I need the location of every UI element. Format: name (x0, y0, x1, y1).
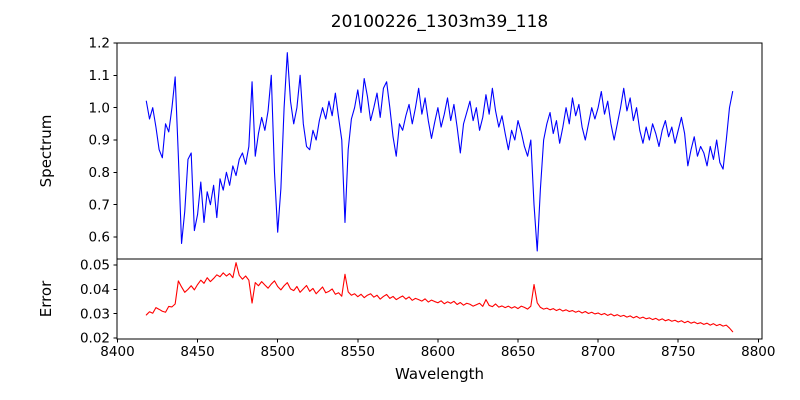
chart-title: 20100226_1303m39_118 (330, 12, 549, 32)
y-tick-label: 0.03 (80, 306, 110, 322)
error-line (145, 262, 734, 333)
error-frame (116, 258, 763, 340)
y-tick-label: 0.8 (89, 165, 110, 181)
y-tick-label: 0.6 (89, 230, 110, 246)
y-tick-label: 1.2 (89, 36, 110, 52)
y-tick-label: 1.1 (89, 68, 110, 84)
y-tick-label: 0.05 (80, 258, 110, 274)
x-tick-label: 8550 (341, 344, 375, 360)
y-tick-label: 0.04 (80, 282, 110, 298)
wavelength-axis-label: Wavelength (395, 365, 484, 383)
spectrum-frame (116, 42, 763, 260)
spectrum-axes: 0.6 0.7 0.8 0.9 1.0 1.1 1.2 (89, 36, 763, 260)
x-tick-label: 8700 (581, 344, 615, 360)
x-tick-label: 8750 (661, 344, 695, 360)
y-tick-label: 1.0 (89, 100, 110, 116)
x-tick-label: 8650 (501, 344, 535, 360)
y-tick-label: 0.9 (89, 133, 110, 149)
x-tick-label: 8600 (421, 344, 455, 360)
error-axis-label: Error (37, 280, 55, 318)
x-tick-label: 8800 (741, 344, 775, 360)
x-tick-label: 8500 (261, 344, 295, 360)
x-tick-label: 8450 (180, 344, 214, 360)
x-tick-label: 8400 (100, 344, 134, 360)
error-axes: 0.02 0.03 0.04 0.05 8400 8450 8500 8550 8600 8650… (80, 258, 776, 360)
spectrum-axis-label: Spectrum (37, 114, 55, 188)
y-tick-label: 0.02 (80, 331, 110, 347)
y-tick-label: 0.7 (89, 197, 110, 213)
spectrum-line (145, 52, 734, 252)
